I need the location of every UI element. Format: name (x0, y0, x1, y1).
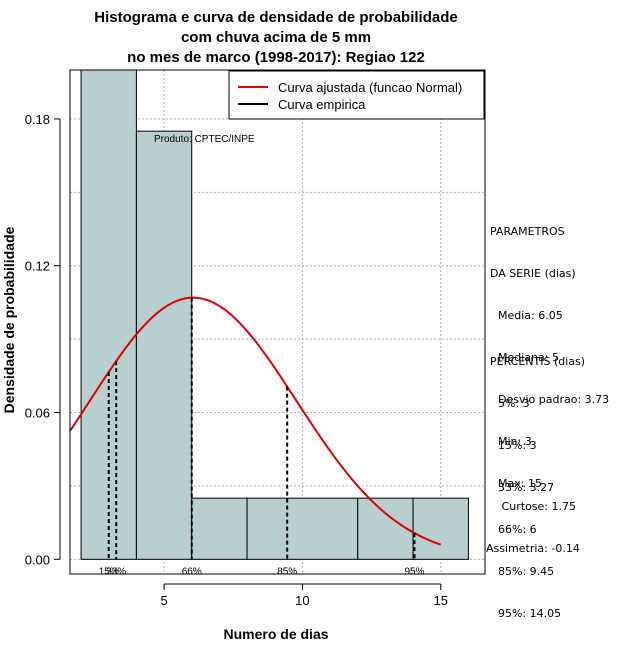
title-line-3: no mes de marco (1998-2017): Regiao 122 (127, 49, 425, 66)
shape-panel: Curtose: 1.75 Assimetria: -0.14 (486, 472, 580, 570)
percentile-label: 85% (277, 566, 297, 577)
axes: 5 10 15 0.00 0.06 0.12 0.18 (25, 112, 448, 608)
y-tick-label: 0.18 (25, 112, 50, 127)
histogram-bar (246, 497, 359, 560)
x-tick-label: 15 (433, 593, 447, 608)
y-tick-label: 0.00 (25, 552, 50, 567)
curtose-text: Curtose: 1.75 (501, 500, 576, 513)
pct-66: 66%: 6 (498, 523, 537, 536)
percentile-label: 15% (99, 566, 119, 577)
pct-33: 33%: 3.27 (498, 481, 555, 494)
percentile-label: 33% (106, 566, 126, 577)
param-desvio: Desvio padrao: 3.73 (498, 393, 610, 406)
param-max: Max: 15 (498, 477, 542, 490)
percentis-panel: PERCENTIS (dias) 5%: 3 15%: 3 33%: 3.27 … (490, 327, 585, 635)
title-line-2: com chuva acima de 5 mm (181, 29, 371, 46)
x-tick-label: 5 (160, 593, 167, 608)
pct-85: 85%: 9.45 (498, 565, 555, 578)
percentis-title: PERCENTIS (dias) (490, 355, 586, 368)
produto-annotation: Produto: CPTEC/INPE (154, 134, 255, 145)
legend-label: Curva empirica (278, 97, 366, 112)
x-axis-label: Numero de dias (223, 626, 328, 642)
pct-15: 15%: 3 (498, 439, 537, 452)
param-media: Media: 6.05 (498, 309, 563, 322)
param-mediana: Mediana: 5 (498, 351, 559, 364)
y-tick-label: 0.06 (25, 406, 50, 421)
x-tick-label: 10 (295, 593, 309, 608)
pct-95: 95%: 14.05 (498, 607, 562, 620)
y-tick-label: 0.12 (25, 259, 50, 274)
legend: Curva ajustada (funcao Normal) Curva empi… (228, 70, 485, 120)
y-axis-label: Densidade de probabilidade (1, 226, 17, 413)
legend-box (228, 70, 485, 120)
parametros-panel: PARAMETROS DA SERIE (dias) Media: 6.05 M… (490, 197, 609, 505)
percentile-lines: 15%33% 66% 85% 95% (99, 297, 425, 577)
pct-5: 5%: 3 (498, 397, 530, 410)
histogram-bars (80, 69, 469, 560)
normal-curve-line (69, 296, 442, 546)
chart-title: Histograma e curva de densidade de proba… (94, 9, 457, 66)
param-min: Min: 3 (498, 435, 532, 448)
normal-curve (69, 296, 442, 546)
histogram-bar (191, 497, 248, 560)
assimetria-text: Assimetria: -0.14 (486, 542, 580, 555)
percentile-label: 66% (182, 566, 202, 577)
parametros-title-1: PARAMETROS (490, 225, 565, 238)
histogram-bar (412, 497, 469, 560)
percentile-label: 95% (404, 566, 424, 577)
parametros-title-2: DA SERIE (dias) (490, 267, 576, 280)
title-line-1: Histograma e curva de densidade de proba… (94, 9, 457, 26)
legend-label: Curva ajustada (funcao Normal) (278, 80, 462, 95)
histogram-bar (357, 497, 414, 560)
plot-frame (69, 69, 486, 575)
histogram-bar (135, 130, 193, 560)
